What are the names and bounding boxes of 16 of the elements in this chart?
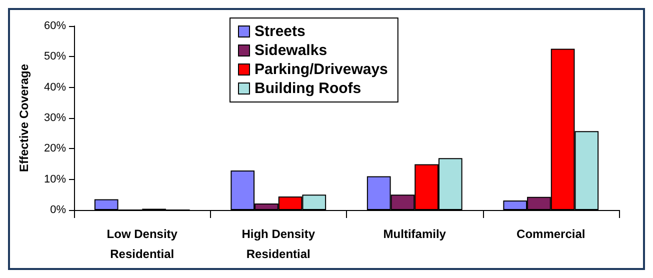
y-tick-label: 40% [44,81,66,94]
x-tick-label: Low Density Residential [106,227,178,261]
y-tick-label: 50% [44,50,66,63]
x-tick-label: Commercial [516,227,586,241]
x-tick-label: Multifamily [383,227,446,241]
legend-label: Sidewalks [254,42,328,59]
x-tick-label: High Density Residential [242,227,316,261]
y-axis-title: Effective Coverage [17,64,31,172]
y-tick-label: 20% [44,142,66,155]
y-tick-label: 0% [50,204,66,216]
legend-label: Streets [254,23,306,40]
y-tick-label: 30% [44,112,66,124]
legend-label: Parking/Driveways [254,61,388,78]
y-tick-label: 10% [44,173,66,186]
y-tick-label: 60% [44,20,66,32]
legend-label: Building Roofs [254,80,362,97]
